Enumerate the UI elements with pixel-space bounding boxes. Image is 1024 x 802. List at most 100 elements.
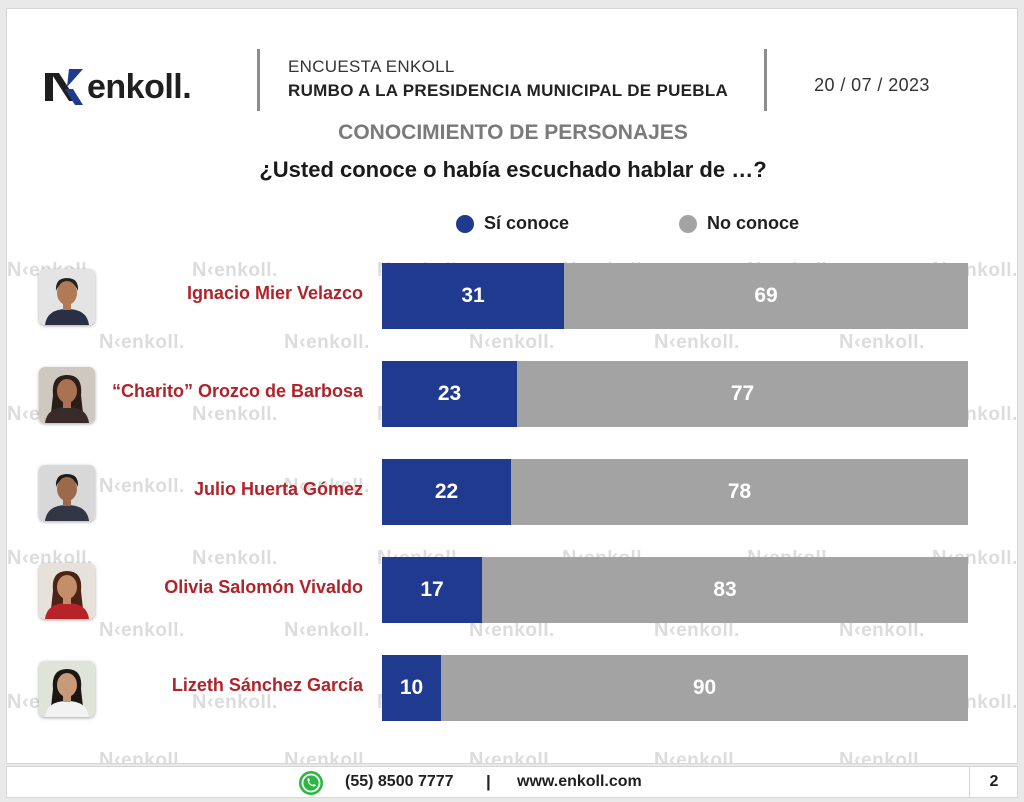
bar-track: 10 90 <box>382 655 968 721</box>
footer-website[interactable]: www.enkoll.com <box>517 773 642 790</box>
enkoll-logo: enkoll. <box>43 65 192 109</box>
watermark-logo-icon: N‹ <box>7 691 30 713</box>
watermark-logo-icon: N‹ <box>469 619 492 641</box>
data-label-no: 77 <box>730 382 755 405</box>
watermark: N‹enkoll. <box>192 691 278 714</box>
data-label-no: 83 <box>713 578 737 601</box>
category-label: Lizeth Sánchez García <box>171 675 363 695</box>
watermark-logo-icon: N‹ <box>839 749 862 764</box>
bar-row: “Charito” Orozco de Barbosa 23 77 <box>7 361 1017 427</box>
watermark-text: enkoll. <box>121 750 185 764</box>
watermark-text: enkoll. <box>954 692 1018 713</box>
watermark: N‹enkoll. <box>839 749 925 764</box>
candidate-photo <box>39 465 95 521</box>
watermark-text: enkoll. <box>676 620 740 641</box>
bar-no-conoce: 77 <box>517 361 968 427</box>
category-label: “Charito” Orozco de Barbosa <box>111 381 363 401</box>
data-label-si: 22 <box>434 480 459 503</box>
watermark: N‹enkoll. <box>469 331 555 354</box>
data-label-no: 69 <box>754 284 778 307</box>
watermark: N‹enkoll. <box>839 619 925 642</box>
page-number: 2 <box>989 773 999 790</box>
watermark: N‹enkoll. <box>654 619 740 642</box>
watermark-text: enkoll. <box>954 548 1018 569</box>
watermark: N‹enkoll. <box>284 619 370 642</box>
header-divider <box>764 49 767 111</box>
watermark-logo-icon: N‹ <box>7 547 30 569</box>
watermark: N‹enkoll. <box>99 749 185 764</box>
watermark: N‹enkoll. <box>192 259 278 282</box>
watermark-logo-icon: N‹ <box>99 475 122 497</box>
watermark-logo-icon: N‹ <box>192 403 215 425</box>
legend-label-si: Sí conoce <box>484 213 570 233</box>
watermark-logo-icon: N‹ <box>284 749 307 764</box>
watermark-logo-icon: N‹ <box>7 259 30 281</box>
data-label-si: 10 <box>399 676 424 699</box>
watermark-text: enkoll. <box>214 260 278 281</box>
legend-item-si: Sí conoce <box>456 213 569 234</box>
watermark-logo-icon: N‹ <box>99 619 122 641</box>
watermark: N‹enkoll. <box>284 331 370 354</box>
bar-no-conoce: 69 <box>564 263 968 329</box>
candidate-photo <box>39 367 95 423</box>
watermark-text: enkoll. <box>954 404 1018 425</box>
legend-label-no: No conoce <box>707 213 800 233</box>
watermark-logo-icon: N‹ <box>284 475 307 497</box>
watermark-text: enkoll. <box>306 750 370 764</box>
watermark: N‹enkoll. <box>284 475 370 498</box>
watermark-logo-icon: N‹ <box>839 619 862 641</box>
legend: Sí conoce No conoce <box>7 213 1017 237</box>
whatsapp-icon <box>299 771 323 795</box>
watermark: N‹enkoll. <box>99 619 185 642</box>
watermark: N‹enkoll. <box>839 331 925 354</box>
watermark: N‹enkoll. <box>192 547 278 570</box>
bar-si-conoce: 17 <box>382 557 482 623</box>
watermark: N‹enkoll. <box>654 331 740 354</box>
data-label-no: 78 <box>727 480 752 503</box>
watermark-text: enkoll. <box>861 620 925 641</box>
watermark-text: enkoll. <box>676 750 740 764</box>
watermark-logo-icon: N‹ <box>192 691 215 713</box>
category-label: Julio Huerta Gómez <box>193 479 363 499</box>
watermark-text: enkoll. <box>121 476 185 497</box>
legend-swatch-no <box>679 214 697 233</box>
survey-date: 20 / 07 / 2023 <box>814 75 930 95</box>
data-label-si: 17 <box>420 578 444 601</box>
watermark: N‹enkoll. <box>284 749 370 764</box>
watermark-text: enkoll. <box>121 620 185 641</box>
watermark-logo-icon: N‹ <box>654 749 677 764</box>
data-label-si: 31 <box>461 284 485 307</box>
watermark-text: enkoll. <box>676 332 740 353</box>
watermark-text: enkoll. <box>306 476 370 497</box>
watermark-text: enkoll. <box>214 692 278 713</box>
page-number-box: 2 <box>969 767 1017 797</box>
legend-swatch-si <box>456 214 474 233</box>
watermark-text: enkoll. <box>491 750 555 764</box>
bar-no-conoce: 83 <box>482 557 968 623</box>
brand-name: enkoll. <box>87 67 192 106</box>
bar-no-conoce: 78 <box>511 459 968 525</box>
candidate-photo <box>39 269 95 325</box>
watermark-text: enkoll. <box>954 260 1018 281</box>
watermark: N‹enkoll. <box>654 749 740 764</box>
slide: N‹enkoll.N‹enkoll.N‹enkoll.N‹enkoll.N‹en… <box>6 8 1018 764</box>
watermark-logo-icon: N‹ <box>469 331 492 353</box>
watermark-logo-icon: N‹ <box>192 259 215 281</box>
watermark-logo-icon: N‹ <box>192 547 215 569</box>
chart-subtitle: ¿Usted conoce o había escuchado hablar d… <box>259 157 767 182</box>
bar-si-conoce: 31 <box>382 263 564 329</box>
watermark-logo-icon: N‹ <box>654 331 677 353</box>
watermark-text: enkoll. <box>491 332 555 353</box>
watermark-logo-icon: N‹ <box>99 749 122 764</box>
watermark-text: enkoll. <box>861 750 925 764</box>
watermark-logo-icon: N‹ <box>654 619 677 641</box>
survey-label: ENCUESTA ENKOLL <box>288 57 455 76</box>
watermark-logo-icon: N‹ <box>7 403 30 425</box>
watermark-logo-icon: N‹ <box>99 331 122 353</box>
bar-track: 23 77 <box>382 361 968 427</box>
chart-title: CONOCIMIENTO DE PERSONAJES <box>338 121 688 144</box>
bar-row: Ignacio Mier Velazco 31 69 <box>7 263 1017 329</box>
data-label-no: 90 <box>692 676 717 699</box>
enkoll-logo-icon <box>45 69 83 105</box>
bar-track: 31 69 <box>382 263 968 329</box>
